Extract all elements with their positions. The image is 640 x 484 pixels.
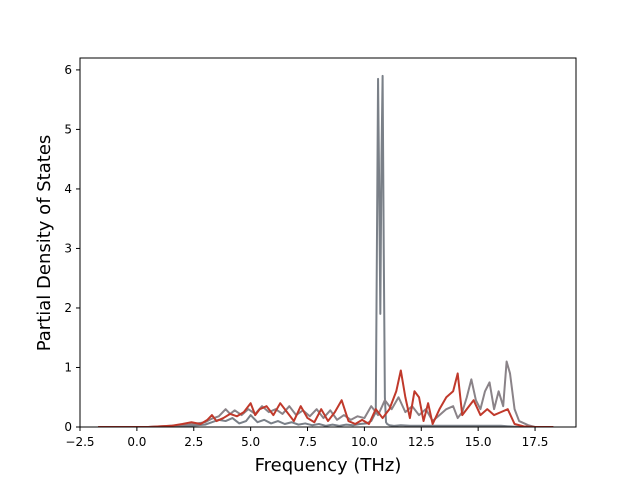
series-line-1 — [98, 74, 554, 427]
x-tick-label: 7.5 — [298, 435, 317, 449]
x-tick-label: 17.5 — [522, 435, 549, 449]
y-axis-label: Partial Density of States — [34, 135, 55, 352]
x-tick-label: 0.0 — [127, 435, 146, 449]
y-tick-label: 4 — [64, 182, 72, 196]
x-tick-label: 5.0 — [241, 435, 260, 449]
x-tick-label: −2.5 — [65, 435, 94, 449]
series-line-3 — [98, 369, 554, 427]
y-tick-label: 1 — [64, 360, 72, 374]
x-tick-label: 15.0 — [465, 435, 492, 449]
y-tick-label: 2 — [64, 301, 72, 315]
y-tick-label: 6 — [64, 63, 72, 77]
x-tick-label: 10.0 — [351, 435, 378, 449]
y-tick-label: 0 — [64, 420, 72, 434]
y-tick-label: 3 — [64, 241, 72, 255]
x-tick-label: 2.5 — [184, 435, 203, 449]
x-axis-label: Frequency (THz) — [255, 455, 402, 476]
plot-frame — [79, 57, 577, 428]
axes: −2.5 0.0 2.5 5.0 7.5 10.0 12.5 15.0 17.5 0 1 2 3 4 5 6 — [64, 57, 577, 449]
x-tick-label: 12.5 — [408, 435, 435, 449]
plot-area — [98, 74, 554, 427]
y-tick-label: 5 — [64, 122, 72, 136]
